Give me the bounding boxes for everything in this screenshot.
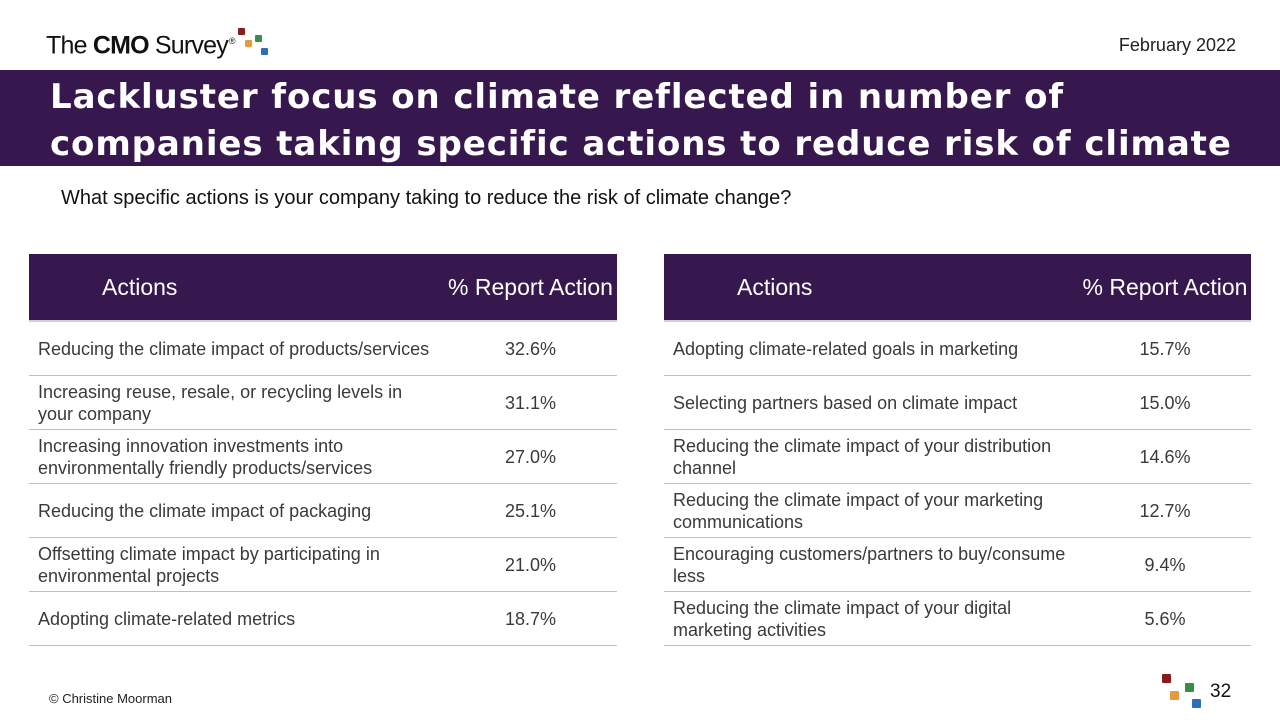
copyright-notice: © Christine Moorman (49, 691, 173, 706)
percent-cell: 18.7% (444, 591, 617, 646)
action-cell: Reducing the climate impact of your mark… (664, 483, 1079, 538)
title-banner: Lackluster focus on climate reflected in… (0, 70, 1280, 211)
column-header-percent: % Report Action (1079, 254, 1251, 322)
table-row: Reducing the climate impact of your mark… (664, 483, 1251, 538)
logo-square-red (238, 28, 245, 35)
column-header-percent: % Report Action (444, 254, 617, 322)
percent-cell: 5.6% (1079, 591, 1251, 646)
action-cell: Selecting partners based on climate impa… (664, 375, 1079, 430)
action-cell: Adopting climate-related metrics (29, 591, 444, 646)
logo-square-green (255, 35, 262, 42)
cmo-survey-logo: The CMO Survey® (46, 26, 236, 60)
percent-cell: 27.0% (444, 429, 617, 484)
action-cell: Adopting climate-related goals in market… (664, 321, 1079, 376)
table-row: Reducing the climate impact of packaging… (29, 483, 617, 538)
action-cell: Reducing the climate impact of your dist… (664, 429, 1079, 484)
action-cell: Encouraging customers/partners to buy/co… (664, 537, 1079, 592)
report-date: February 2022 (1118, 35, 1236, 55)
table-row: Encouraging customers/partners to buy/co… (664, 537, 1251, 592)
percent-cell: 9.4% (1079, 537, 1251, 592)
percent-cell: 12.7% (1079, 483, 1251, 538)
table-row: Offsetting climate impact by participati… (29, 537, 617, 592)
action-cell: Offsetting climate impact by participati… (29, 537, 444, 592)
percent-cell: 15.7% (1079, 321, 1251, 376)
table-row: Reducing the climate impact of your dist… (664, 429, 1251, 484)
percent-cell: 15.0% (1079, 375, 1251, 430)
logo-square-orange (245, 40, 252, 47)
action-cell: Increasing reuse, resale, or recycling l… (29, 375, 444, 430)
slide-title: Lackluster focus on climate reflected in… (50, 77, 1232, 211)
actions-table-right: Actions % Report Action Adopting climate… (664, 254, 1251, 646)
column-header-actions: Actions (29, 254, 444, 322)
table-row: Increasing innovation investments into e… (29, 429, 617, 484)
table-row: Reducing the climate impact of your digi… (664, 591, 1251, 646)
table-header-row: Actions % Report Action (29, 254, 617, 322)
footer-square-red (1162, 674, 1171, 683)
actions-table-left: Actions % Report Action Reducing the cli… (29, 254, 617, 646)
percent-cell: 25.1% (444, 483, 617, 538)
action-cell: Reducing the climate impact of products/… (29, 321, 444, 376)
table-row: Adopting climate-related metrics 18.7% (29, 591, 617, 646)
column-header-actions: Actions (664, 254, 1079, 322)
page-number: 32 (1210, 681, 1232, 702)
logo-text: The CMO Survey® (46, 31, 236, 59)
action-cell: Increasing innovation investments into e… (29, 429, 444, 484)
percent-cell: 21.0% (444, 537, 617, 592)
percent-cell: 31.1% (444, 375, 617, 430)
table-row: Selecting partners based on climate impa… (664, 375, 1251, 430)
percent-cell: 14.6% (1079, 429, 1251, 484)
footer-square-blue (1192, 699, 1201, 708)
percent-cell: 32.6% (444, 321, 617, 376)
table-row: Increasing reuse, resale, or recycling l… (29, 375, 617, 430)
table-header-row: Actions % Report Action (664, 254, 1251, 322)
logo-square-blue (261, 48, 268, 55)
survey-question: What specific actions is your company ta… (61, 187, 792, 209)
footer-square-orange (1170, 691, 1179, 700)
table-row: Adopting climate-related goals in market… (664, 321, 1251, 376)
action-cell: Reducing the climate impact of your digi… (664, 591, 1079, 646)
footer-square-green (1185, 683, 1194, 692)
table-row: Reducing the climate impact of products/… (29, 321, 617, 376)
action-cell: Reducing the climate impact of packaging (29, 483, 444, 538)
